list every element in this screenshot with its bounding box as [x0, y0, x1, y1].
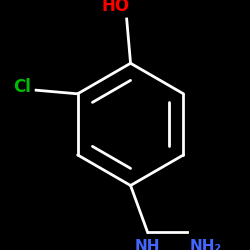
Text: NH₂: NH₂ [189, 240, 222, 250]
Text: NH: NH [135, 240, 160, 250]
Text: HO: HO [102, 0, 130, 15]
Text: Cl: Cl [13, 78, 31, 96]
